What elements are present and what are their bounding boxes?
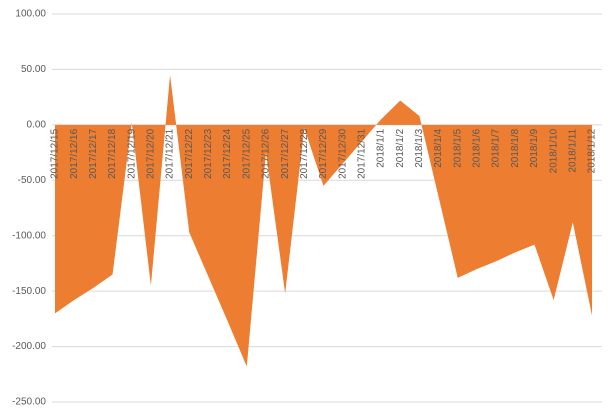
x-tick-label: 2017/12/19 xyxy=(126,128,137,178)
x-tick-label: 2018/1/9 xyxy=(529,128,540,167)
x-tick-label: 2017/12/22 xyxy=(184,128,195,178)
y-tick-label: 100.00 xyxy=(15,9,46,20)
y-tick-label: 0.00 xyxy=(27,119,47,130)
x-tick-label: 2017/12/31 xyxy=(356,128,367,178)
x-tick-label: 2017/12/17 xyxy=(88,128,99,178)
x-tick-label: 2018/1/2 xyxy=(395,128,406,167)
x-tick-label: 2017/12/25 xyxy=(241,128,252,178)
x-tick-label: 2017/12/24 xyxy=(222,128,233,178)
x-tick-label: 2017/12/29 xyxy=(318,128,329,178)
y-tick-label: -250.00 xyxy=(12,397,46,408)
x-tick-label: 2017/12/23 xyxy=(203,128,214,178)
x-tick-label: 2017/12/20 xyxy=(146,128,157,178)
y-tick-label: -100.00 xyxy=(12,230,46,241)
x-tick-label: 2018/1/12 xyxy=(587,128,598,173)
y-tick-label: 50.00 xyxy=(21,64,46,75)
x-tick-label: 2017/12/30 xyxy=(337,128,348,178)
x-tick-label: 2017/12/16 xyxy=(69,128,80,178)
x-tick-label: 2018/1/8 xyxy=(510,128,521,167)
x-tick-label: 2017/12/26 xyxy=(261,128,272,178)
x-tick-label: 2018/1/4 xyxy=(433,128,444,167)
x-tick-label: 2018/1/5 xyxy=(452,128,463,167)
x-tick-label: 2017/12/28 xyxy=(299,128,310,178)
y-tick-label: -200.00 xyxy=(12,341,46,352)
x-tick-label: 2018/1/10 xyxy=(548,128,559,173)
x-tick-label: 2018/1/7 xyxy=(491,128,502,167)
x-tick-label: 2018/1/11 xyxy=(567,128,578,172)
x-tick-label: 2017/12/21 xyxy=(165,128,176,178)
y-tick-label: -150.00 xyxy=(12,286,46,297)
x-tick-label: 2018/1/3 xyxy=(414,128,425,167)
x-tick-label: 2017/12/18 xyxy=(107,128,118,178)
x-tick-label: 2017/12/15 xyxy=(50,128,61,178)
area xyxy=(55,74,592,367)
x-tick-label: 2018/1/6 xyxy=(472,128,483,167)
x-tick-label: 2018/1/1 xyxy=(376,128,387,167)
x-tick-label: 2017/12/27 xyxy=(280,128,291,178)
y-tick-label: -50.00 xyxy=(18,175,47,186)
